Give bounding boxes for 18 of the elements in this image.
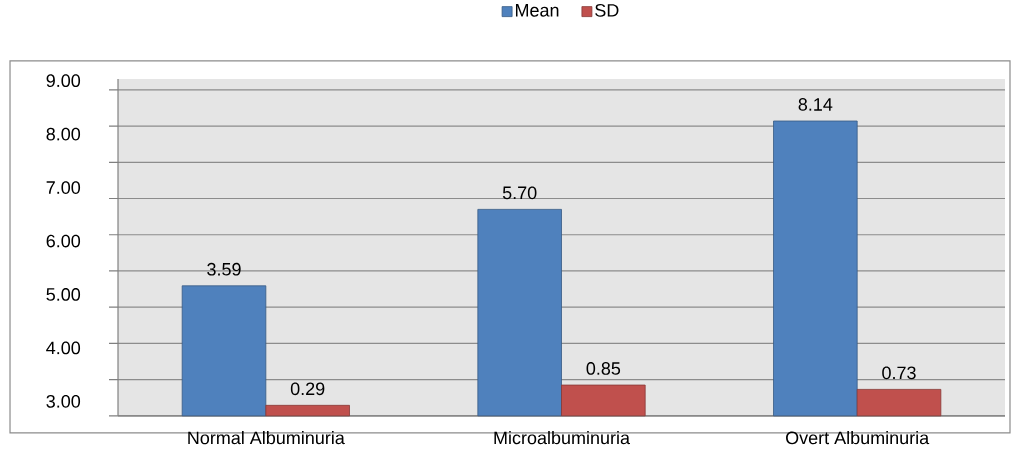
legend-label: SD [595, 4, 619, 17]
x-tick-label: Overt Albuminuria [786, 431, 930, 445]
x-tick-label: Normal Albuminuria [188, 431, 345, 445]
text: 8.00 [46, 127, 81, 141]
data-label: 8.14 [798, 98, 833, 111]
data-label: 0.29 [290, 382, 325, 396]
text: 6.00 [46, 234, 81, 248]
legend-label: Mean [515, 4, 559, 17]
text: 5.00 [46, 288, 81, 301]
text: 9.00 [46, 74, 81, 88]
data-label: 3.59 [207, 262, 241, 276]
data-label: 0.73 [882, 366, 916, 380]
data-label: 5.70 [502, 186, 537, 200]
x-tick-label: Microalbuminuria [494, 431, 631, 445]
text: 7.00 [46, 181, 81, 195]
text: 3.00 [46, 395, 81, 408]
text: 4.00 [46, 341, 81, 355]
data-label: 0.85 [586, 362, 621, 375]
